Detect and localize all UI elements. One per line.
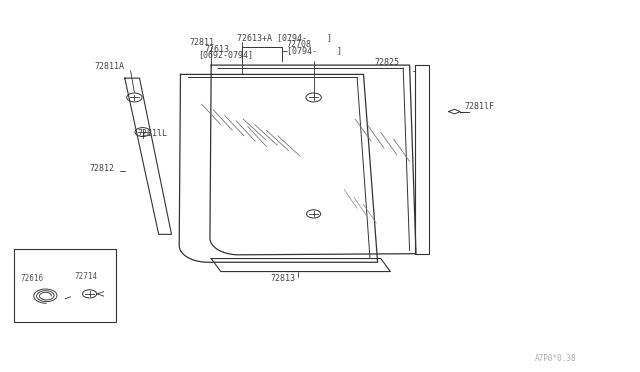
Text: [0794-    ]: [0794- ] [287, 46, 342, 55]
Text: 72825: 72825 [374, 58, 399, 67]
Text: 72613: 72613 [205, 45, 230, 54]
Text: 72813: 72813 [270, 274, 296, 283]
Text: 72616: 72616 [20, 274, 44, 283]
Text: A7P0*0.38: A7P0*0.38 [534, 354, 576, 363]
FancyBboxPatch shape [14, 249, 116, 322]
Text: 72708: 72708 [287, 40, 312, 49]
Text: 7281lF: 7281lF [464, 102, 494, 111]
Text: 7281lL: 7281lL [138, 129, 168, 138]
Text: 72613+A [0794-    ]: 72613+A [0794- ] [237, 33, 332, 42]
Text: [0692-0794]: [0692-0794] [198, 50, 253, 59]
Text: 72812: 72812 [90, 164, 115, 173]
Text: 72811A: 72811A [95, 62, 125, 71]
Text: 72811: 72811 [189, 38, 214, 47]
Text: 72714: 72714 [75, 272, 98, 281]
